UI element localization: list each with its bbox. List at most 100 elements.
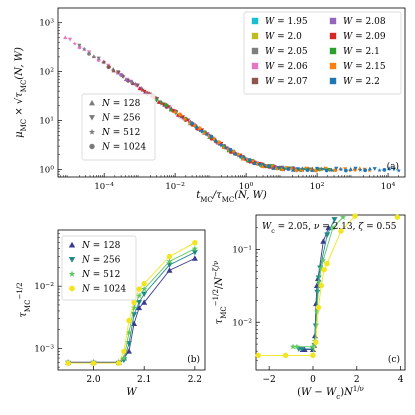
legend-label: N = 128 [101,99,141,109]
data-point [116,360,122,366]
data-point [261,162,267,167]
data-point [156,99,161,104]
legend-label: N = 512 [101,128,140,138]
data-point [161,102,166,107]
data-point [147,91,152,96]
data-point [363,168,367,173]
data-point [136,304,143,311]
data-point [185,117,190,122]
x-tick-label: −2 [263,375,276,385]
data-point [218,143,224,148]
data-point [214,138,219,143]
data-point [172,109,178,115]
data-point [191,249,198,256]
data-point [289,343,297,350]
data-point [199,129,204,134]
data-point [367,166,373,171]
data-point [142,89,147,94]
panel-c: −2 0 2 4 10−2 10−1 Wc = 2.05, ν = 2.13, ζ = 0.… [212,213,406,401]
data-point [191,255,198,261]
data-point [140,87,145,92]
y-tick-label: 10−3 [34,343,54,355]
legend-swatch [329,47,337,55]
data-point [65,360,71,366]
x-axis-label: tMC/τMC(N, W) [196,190,267,204]
data-point [391,167,397,172]
data-point [298,346,305,352]
legend-label: W = 2.09 [343,32,386,42]
data-point [135,292,143,299]
data-point [121,73,126,78]
panel-b: 2.0 2.1 2.2 10−3 10−2 N = 128 N = 256 N = 512 N … [16,229,206,398]
legend-label: W = 2.07 [265,77,308,87]
data-point [141,291,148,297]
data-point [168,107,174,112]
data-point [348,167,353,171]
data-point [338,167,344,172]
legend-marker [89,143,95,150]
y-tick-label: 103 [39,17,54,29]
data-point [116,70,121,75]
data-point [141,285,148,292]
data-point [372,167,377,171]
data-point [77,45,82,50]
data-point [67,37,73,42]
data-point [133,81,138,86]
data-point [90,360,97,366]
data-point [211,136,217,141]
y-tick-label: 101 [39,115,54,127]
legend-marker [68,256,76,263]
data-point [141,299,148,305]
data-point [159,99,164,105]
data-point [319,257,327,264]
data-point [141,280,147,287]
legend-label: N = 256 [81,256,121,266]
data-point [192,240,198,246]
legend-color-box [243,11,402,95]
data-point [343,168,348,173]
x-axis-label: W [126,387,137,398]
y-tick-label: 100 [39,164,54,176]
data-point [178,112,182,117]
data-point [262,164,267,169]
data-point [339,213,347,220]
data-point [281,167,286,172]
data-point [314,166,320,171]
data-point [394,214,401,220]
data-point [166,267,173,273]
data-point [135,83,140,88]
x-tick-label: 100 [239,181,254,193]
data-point [329,167,334,172]
data-point [321,266,327,273]
data-point [270,163,275,169]
data-point [194,124,199,129]
y-tick-label: 10−2 [232,317,252,329]
data-point [382,167,387,172]
data-point [202,130,207,135]
data-point [166,253,173,260]
legend-label: N = 1024 [101,143,146,153]
y-axis-label: μMC × √τMC(N, W) [14,47,28,138]
data-point [206,132,211,137]
legend-swatch [251,62,259,70]
x-tick-label: 10−4 [94,181,114,193]
data-point [299,167,304,172]
data-point [209,134,214,139]
y-axis-label: τMC−1/2 [16,282,32,317]
x-tick-label: 2.0 [86,375,101,385]
data-point [231,149,236,154]
data-point [123,77,128,82]
data-point [250,158,256,163]
data-point [338,228,344,234]
legend-marker [89,100,95,106]
data-point [204,132,209,137]
data-point [286,167,291,171]
data-point [178,114,184,119]
panel-c-frame [255,214,406,371]
y-tick-label: 10−1 [232,244,252,256]
data-point [137,86,142,91]
panel-label-a: (a) [387,161,399,172]
data-point [130,304,138,311]
data-point [192,123,197,128]
data-point [166,104,171,109]
